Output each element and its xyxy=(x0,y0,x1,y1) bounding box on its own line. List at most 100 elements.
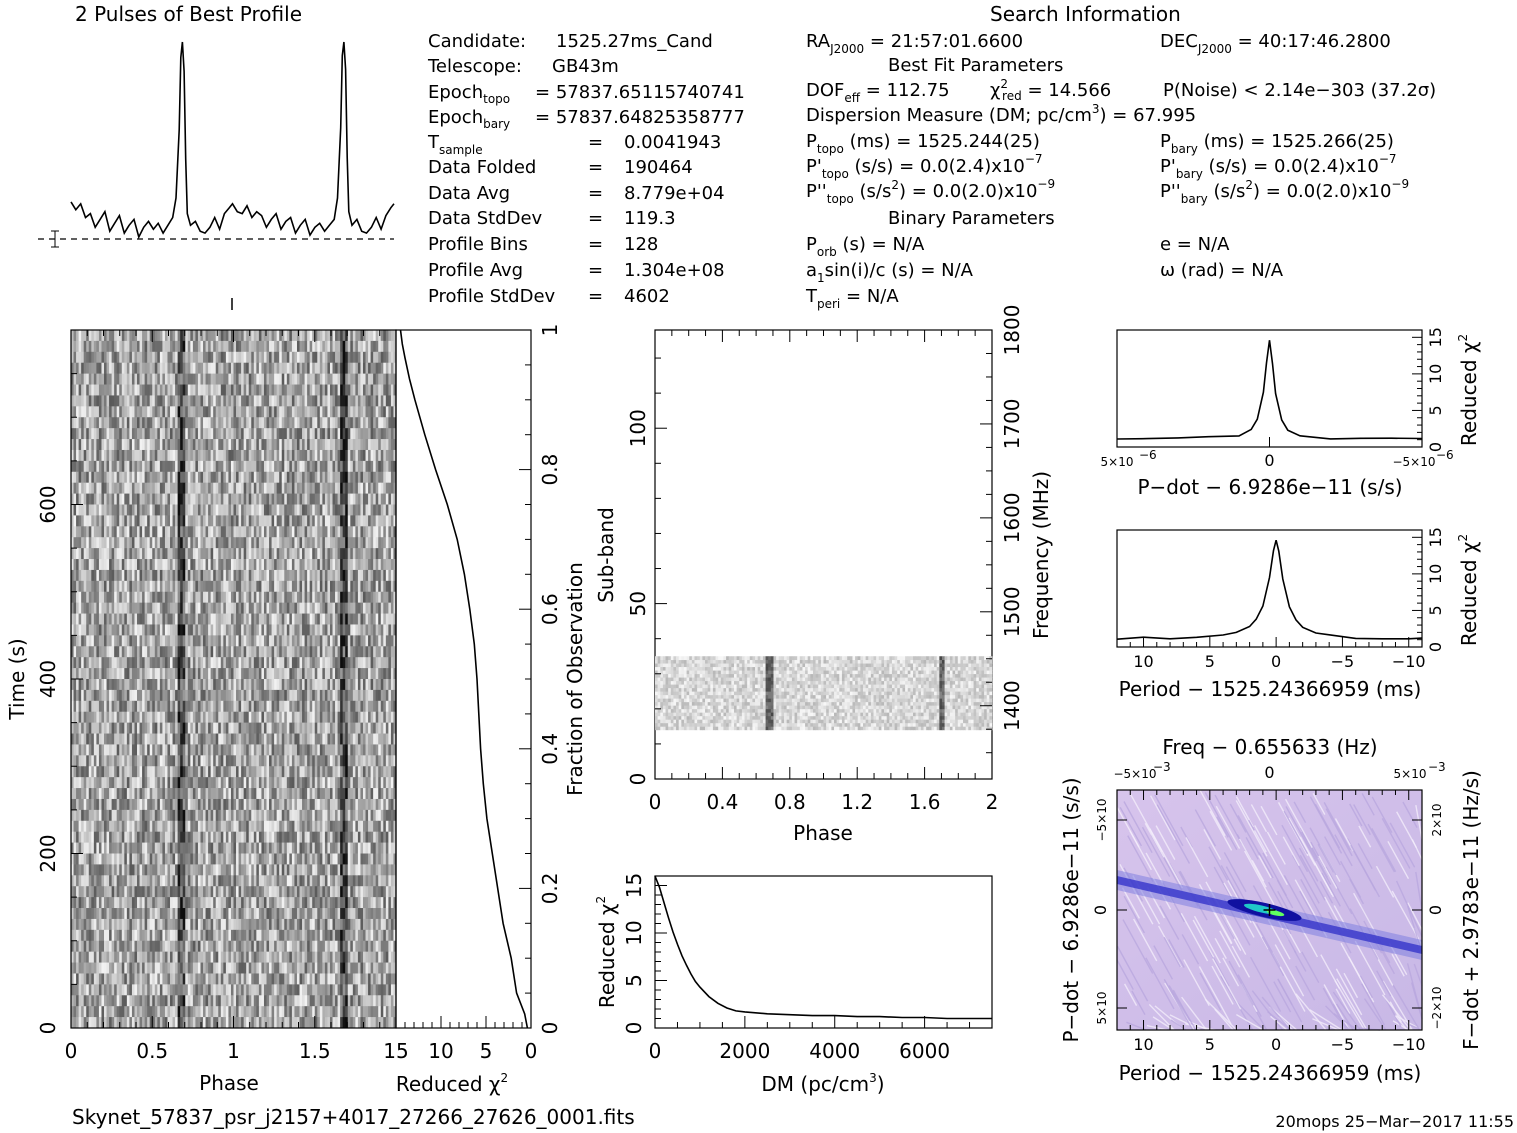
time-phase-cell xyxy=(187,657,191,669)
time-phase-cell xyxy=(378,515,382,527)
time-phase-cell xyxy=(380,591,384,603)
time-phase-cell xyxy=(309,733,313,745)
time-phase-cell xyxy=(147,460,151,473)
time-phase-cell xyxy=(203,711,206,723)
time-phase-cell xyxy=(230,417,234,429)
time-phase-cell xyxy=(302,613,305,625)
time-phase-cell xyxy=(119,569,123,582)
time-phase-cell xyxy=(251,602,255,614)
time-phase-cell xyxy=(291,711,295,723)
time-phase-cell xyxy=(375,537,379,549)
time-phase-cell xyxy=(124,351,128,364)
time-phase-cell xyxy=(274,624,277,636)
time-phase-cell xyxy=(131,744,135,756)
time-phase-cell xyxy=(241,646,244,658)
time-phase-cell xyxy=(314,330,318,342)
time-phase-cell xyxy=(109,711,112,723)
time-phase-cell xyxy=(263,417,267,429)
time-phase-cell xyxy=(76,417,79,429)
time-phase-cell xyxy=(302,428,305,440)
time-phase-cell xyxy=(71,515,74,527)
time-phase-cell xyxy=(263,657,267,669)
time-phase-cell xyxy=(170,384,173,396)
time-phase-cell xyxy=(378,668,382,680)
time-phase-cell xyxy=(329,526,333,538)
time-phase-cell xyxy=(253,569,257,582)
time-phase-cell xyxy=(266,526,270,538)
time-phase-cell xyxy=(142,624,145,636)
time-phase-cell xyxy=(238,657,242,669)
time-phase-cell xyxy=(86,646,90,658)
time-phase-cell xyxy=(314,449,318,462)
time-phase-cell xyxy=(172,395,176,407)
time-phase-cell xyxy=(131,493,135,505)
time-phase-cell xyxy=(322,515,326,527)
time-phase-cell xyxy=(147,635,151,647)
time-phase-cell xyxy=(362,449,366,462)
time-phase-cell xyxy=(205,482,209,494)
time-phase-cell xyxy=(243,526,247,538)
time-phase-cell xyxy=(170,504,173,516)
time-phase-cell xyxy=(223,733,227,745)
time-phase-cell xyxy=(241,580,244,593)
time-phase-cell xyxy=(342,526,346,538)
time-phase-cell xyxy=(144,657,148,669)
time-phase-cell xyxy=(327,733,331,745)
time-phase-cell xyxy=(281,493,285,505)
time-phase-cell xyxy=(126,406,130,418)
time-phase-cell xyxy=(170,351,173,364)
time-phase-cell xyxy=(98,439,102,451)
time-phase-cell xyxy=(116,548,120,560)
time-phase-cell xyxy=(101,569,105,582)
time-phase-cell xyxy=(350,559,354,571)
time-phase-cell xyxy=(324,569,328,582)
time-phase-cell xyxy=(276,559,280,571)
time-phase-cell xyxy=(218,559,222,571)
time-phase-cell xyxy=(324,362,328,374)
time-phase-cell xyxy=(347,504,351,516)
time-phase-cell xyxy=(230,733,234,745)
chi2-red-value: 14.566 xyxy=(1048,80,1111,101)
time-phase-cell xyxy=(177,406,181,418)
time-phase-cell xyxy=(241,700,244,713)
time-phase-cell xyxy=(159,428,163,440)
a1sini-value: N/A xyxy=(941,260,974,281)
time-phase-cell xyxy=(238,537,242,549)
time-phase-cell xyxy=(238,679,242,691)
time-phase-cell xyxy=(289,537,293,549)
time-phase-cell xyxy=(98,340,102,353)
time-phase-cell xyxy=(284,722,288,734)
time-phase-cell xyxy=(137,548,140,560)
time-phase-cell xyxy=(121,373,125,385)
time-phase-cell xyxy=(167,493,171,505)
time-phase-cell xyxy=(126,428,130,440)
time-phase-cell xyxy=(258,689,262,702)
time-phase-cell xyxy=(182,711,186,723)
time-phase-cell xyxy=(380,689,384,702)
time-phase-cell xyxy=(388,569,392,582)
time-phase-cell xyxy=(96,395,100,407)
time-phase-cell xyxy=(350,384,354,396)
time-phase-cell xyxy=(218,635,222,647)
time-phase-cell xyxy=(170,526,173,538)
time-phase-cell xyxy=(362,559,366,571)
time-phase-cell xyxy=(368,733,371,745)
time-phase-cell xyxy=(365,384,369,396)
time-phase-cell xyxy=(253,417,257,429)
time-phase-cell xyxy=(172,613,176,625)
time-phase-cell xyxy=(322,679,326,691)
time-phase-cell xyxy=(98,635,102,647)
time-phase-cell xyxy=(180,471,184,483)
time-phase-cell xyxy=(93,351,97,364)
time-phase-cell xyxy=(139,515,143,527)
time-phase-cell xyxy=(299,559,303,571)
data-avg-value: 8.779e+04 xyxy=(624,183,725,204)
time-phase-cell xyxy=(284,428,288,440)
time-phase-cell xyxy=(243,428,247,440)
time-phase-cell xyxy=(236,504,239,516)
time-phase-cell xyxy=(78,395,82,407)
time-phase-cell xyxy=(248,362,252,374)
time-phase-cell xyxy=(139,711,143,723)
time-phase-cell xyxy=(345,679,349,691)
time-phase-cell xyxy=(347,559,351,571)
